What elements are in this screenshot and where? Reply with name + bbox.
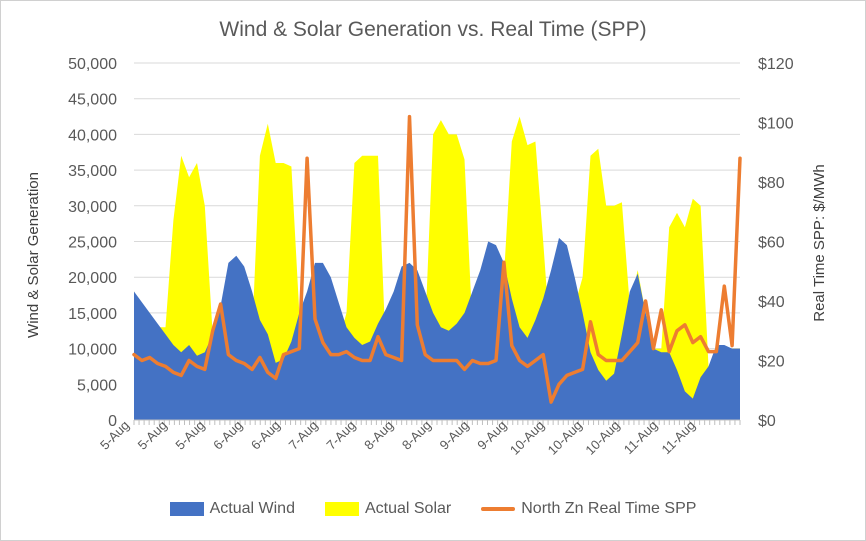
left-tick-label: 35,000 <box>68 163 117 180</box>
right-tick-label: $80 <box>758 175 785 192</box>
left-axis-label: Wind & Solar Generation <box>25 172 42 338</box>
legend-label-spp: North Zn Real Time SPP <box>521 500 697 517</box>
legend-swatch-solar <box>324 502 359 516</box>
right-axis-ticks: $0 $20 $40 $60 $80 $100 $120 <box>758 56 794 430</box>
legend-label-solar: Actual Solar <box>364 500 452 517</box>
legend-item-wind: Actual Wind <box>169 500 295 518</box>
left-axis-ticks: 0 5,000 10,000 15,000 20,000 25,000 30,000 35,0… <box>68 56 117 430</box>
wind-area <box>134 237 740 420</box>
chart-title: Wind & Solar Generation vs. Real Time (S… <box>219 18 647 41</box>
left-tick-label: 0 <box>108 413 117 430</box>
legend-swatch-spp <box>481 507 516 511</box>
right-tick-label: $120 <box>758 56 794 73</box>
left-tick-label: 15,000 <box>68 306 117 323</box>
left-tick-label: 25,000 <box>68 235 117 252</box>
left-tick-label: 10,000 <box>68 342 117 359</box>
legend-item-solar: Actual Solar <box>324 500 452 518</box>
legend: Actual Wind Actual Solar North Zn Real T… <box>0 500 866 518</box>
legend-item-spp: North Zn Real Time SPP <box>481 500 696 518</box>
left-tick-label: 5,000 <box>77 377 117 394</box>
right-tick-label: $100 <box>758 116 794 133</box>
legend-swatch-wind <box>169 502 204 516</box>
legend-label-wind: Actual Wind <box>209 500 295 517</box>
left-tick-label: 30,000 <box>68 199 117 216</box>
area-series <box>134 116 740 420</box>
left-tick-label: 40,000 <box>68 127 117 144</box>
right-axis-label: Real Time SPP: $/MWh <box>811 164 828 322</box>
x-tick-label: 11-Aug <box>621 418 661 458</box>
x-axis-ticks: 5-Aug 5-Aug 5-Aug 6-Aug 6-Aug 7-Aug 7-Aug 8-Aug… <box>97 418 741 458</box>
right-tick-label: $0 <box>758 413 776 430</box>
x-tick-label: 10-Aug <box>545 418 585 458</box>
left-tick-label: 50,000 <box>68 56 117 73</box>
spp-line <box>132 114 742 404</box>
right-tick-label: $40 <box>758 294 785 311</box>
right-tick-label: $20 <box>758 354 785 371</box>
left-tick-label: 45,000 <box>68 92 117 109</box>
right-tick-label: $60 <box>758 235 785 252</box>
left-tick-label: 20,000 <box>68 270 117 287</box>
x-tick-label: 9-Aug <box>474 418 509 453</box>
line-series <box>132 114 742 404</box>
